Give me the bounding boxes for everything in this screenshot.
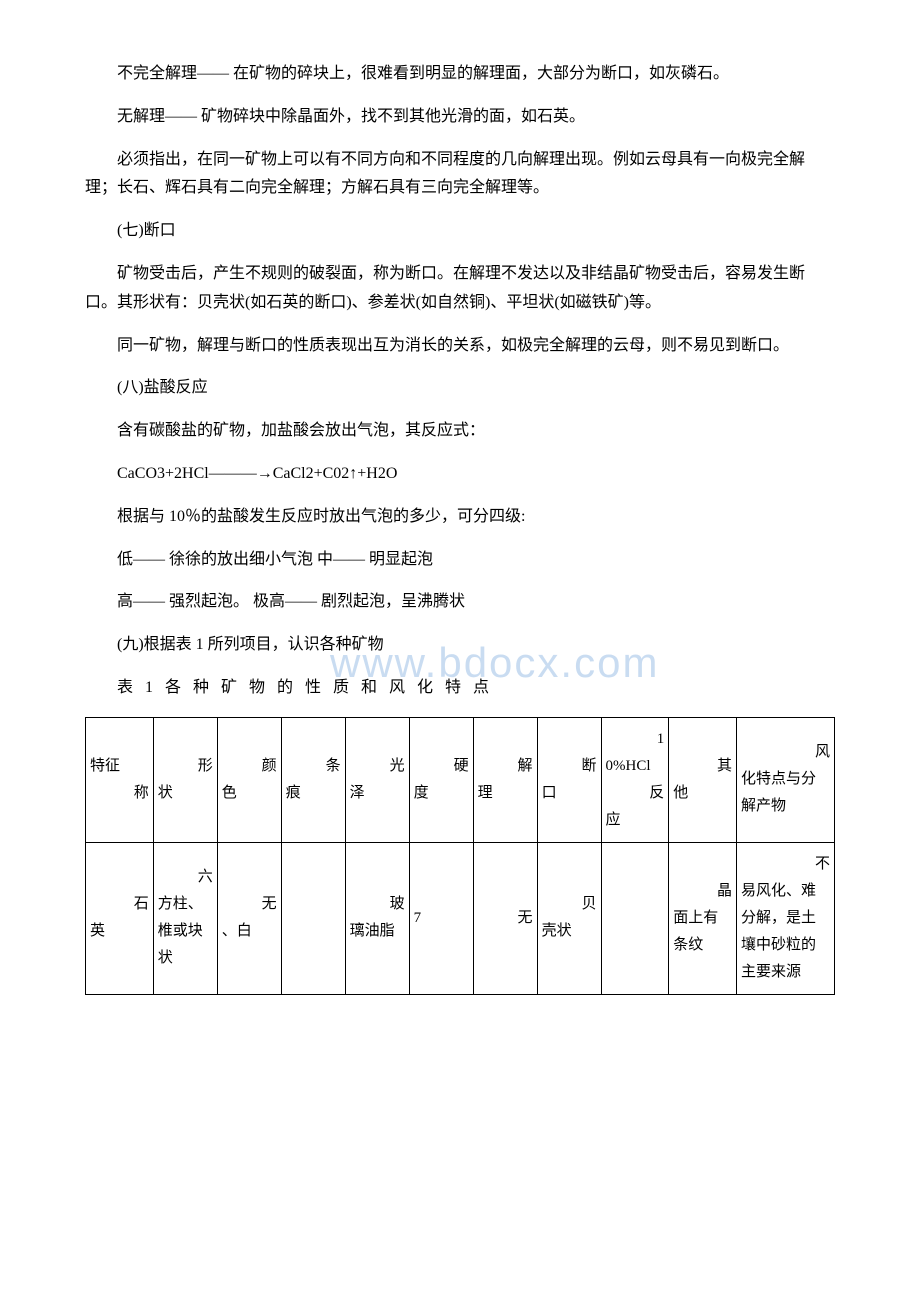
cell-quartz-weathering-top: 不 <box>741 851 830 878</box>
header-hcl-last: 应 <box>606 807 665 834</box>
header-hcl-bottom: 反 <box>606 780 665 807</box>
cell-quartz-cleavage: 无 <box>473 842 537 994</box>
header-shape-top: 形 <box>158 753 213 780</box>
paragraph-hcl-low-mid: 低—— 徐徐的放出细小气泡 中—— 明显起泡 <box>85 546 835 575</box>
cell-quartz-color-bottom: 、白 <box>222 918 277 945</box>
header-cleavage: 解 理 <box>473 717 537 842</box>
cell-quartz-weathering-bottom: 易风化、难分解，是土壤中砂粒的主要来源 <box>741 878 830 986</box>
table-title: 表 1 各 种 矿 物 的 性 质 和 风 化 特 点 <box>85 674 835 703</box>
cell-quartz-other-top: 晶 <box>673 878 732 905</box>
header-hardness-bottom: 度 <box>414 780 469 807</box>
cell-quartz-streak <box>281 842 345 994</box>
header-weathering-top: 风 <box>741 739 830 766</box>
header-weathering: 风 化特点与分解产物 <box>737 717 835 842</box>
header-streak: 条 痕 <box>281 717 345 842</box>
cell-quartz-name-top: 石 <box>90 891 149 918</box>
header-luster-bottom: 泽 <box>350 780 405 807</box>
paragraph-hcl-levels: 根据与 10％的盐酸发生反应时放出气泡的多少，可分四级: <box>85 503 835 532</box>
paragraph-fracture-1: 矿物受击后，产生不规则的破裂面，称为断口。在解理不发达以及非结晶矿物受击后，容易… <box>85 260 835 318</box>
cell-quartz-luster-top: 玻 <box>350 891 405 918</box>
header-hcl-top: 1 <box>606 726 665 753</box>
header-fracture-bottom: 口 <box>542 780 597 807</box>
table-row-quartz: 石 英 六 方柱、椎或块状 无 、白 玻 璃油脂 7 无 贝 壳状 <box>86 842 835 994</box>
paragraph-hcl-intro: 含有碳酸盐的矿物，加盐酸会放出气泡，其反应式： <box>85 417 835 446</box>
cell-quartz-luster-bottom: 璃油脂 <box>350 918 405 945</box>
paragraph-hcl-high: 高—— 强烈起泡。 极高—— 剧烈起泡，呈沸腾状 <box>85 588 835 617</box>
header-luster: 光 泽 <box>345 717 409 842</box>
header-name-top: 特征 <box>90 753 149 780</box>
cell-quartz-hardness: 7 <box>409 842 473 994</box>
cell-quartz-fracture-bottom: 壳状 <box>542 918 597 945</box>
cell-quartz-shape-top: 六 <box>158 864 213 891</box>
header-name: 特征 称 <box>86 717 154 842</box>
header-luster-top: 光 <box>350 753 405 780</box>
header-shape: 形 状 <box>153 717 217 842</box>
heading-hcl: (八)盐酸反应 <box>85 374 835 403</box>
paragraph-no-cleavage: 无解理—— 矿物碎块中除晶面外，找不到其他光滑的面，如石英。 <box>85 103 835 132</box>
header-streak-bottom: 痕 <box>286 780 341 807</box>
header-hardness-top: 硬 <box>414 753 469 780</box>
cell-quartz-other: 晶 面上有条纹 <box>669 842 737 994</box>
header-weathering-bottom: 化特点与分解产物 <box>741 766 830 820</box>
header-color-top: 颜 <box>222 753 277 780</box>
cell-quartz-weathering: 不 易风化、难分解，是土壤中砂粒的主要来源 <box>737 842 835 994</box>
heading-table-ref: (九)根据表 1 所列项目，认识各种矿物 <box>85 631 835 660</box>
document-content: 不完全解理—— 在矿物的碎块上，很难看到明显的解理面，大部分为断口，如灰磷石。 … <box>85 60 835 995</box>
cell-quartz-fracture: 贝 壳状 <box>537 842 601 994</box>
header-color-bottom: 色 <box>222 780 277 807</box>
header-color: 颜 色 <box>217 717 281 842</box>
cell-quartz-hcl <box>601 842 669 994</box>
cell-quartz-shape-bottom: 方柱、椎或块状 <box>158 891 213 972</box>
paragraph-incomplete-cleavage: 不完全解理—— 在矿物的碎块上，很难看到明显的解理面，大部分为断口，如灰磷石。 <box>85 60 835 89</box>
paragraph-fracture-2: 同一矿物，解理与断口的性质表现出互为消长的关系，如极完全解理的云母，则不易见到断… <box>85 332 835 361</box>
header-cleavage-top: 解 <box>478 753 533 780</box>
header-streak-top: 条 <box>286 753 341 780</box>
cell-quartz-name-bottom: 英 <box>90 918 149 945</box>
cell-quartz-color-top: 无 <box>222 891 277 918</box>
heading-fracture: (七)断口 <box>85 217 835 246</box>
header-other: 其 他 <box>669 717 737 842</box>
header-other-bottom: 他 <box>673 780 732 807</box>
header-other-top: 其 <box>673 753 732 780</box>
header-fracture: 断 口 <box>537 717 601 842</box>
header-shape-bottom: 状 <box>158 780 213 807</box>
cell-quartz-fracture-top: 贝 <box>542 891 597 918</box>
cell-quartz-luster: 玻 璃油脂 <box>345 842 409 994</box>
header-fracture-top: 断 <box>542 753 597 780</box>
header-hcl: 1 0%HCl 反 应 <box>601 717 669 842</box>
paragraph-cleavage-note: 必须指出，在同一矿物上可以有不同方向和不同程度的几向解理出现。例如云母具有一向极… <box>85 146 835 204</box>
table-header-row: 特征 称 形 状 颜 色 条 痕 光 泽 硬 度 <box>86 717 835 842</box>
cell-quartz-name: 石 英 <box>86 842 154 994</box>
header-hardness: 硬 度 <box>409 717 473 842</box>
cell-quartz-cleavage-top: 无 <box>478 905 533 932</box>
cell-quartz-color: 无 、白 <box>217 842 281 994</box>
header-cleavage-bottom: 理 <box>478 780 533 807</box>
header-name-bottom: 称 <box>90 780 149 807</box>
header-hcl-mid: 0%HCl <box>606 753 665 780</box>
cell-quartz-shape: 六 方柱、椎或块状 <box>153 842 217 994</box>
formula-hcl: CaCO3+2HCl———→CaCl2+C02↑+H2O <box>85 460 835 489</box>
mineral-properties-table: 特征 称 形 状 颜 色 条 痕 光 泽 硬 度 <box>85 717 835 995</box>
cell-quartz-other-bottom: 面上有条纹 <box>673 905 732 959</box>
